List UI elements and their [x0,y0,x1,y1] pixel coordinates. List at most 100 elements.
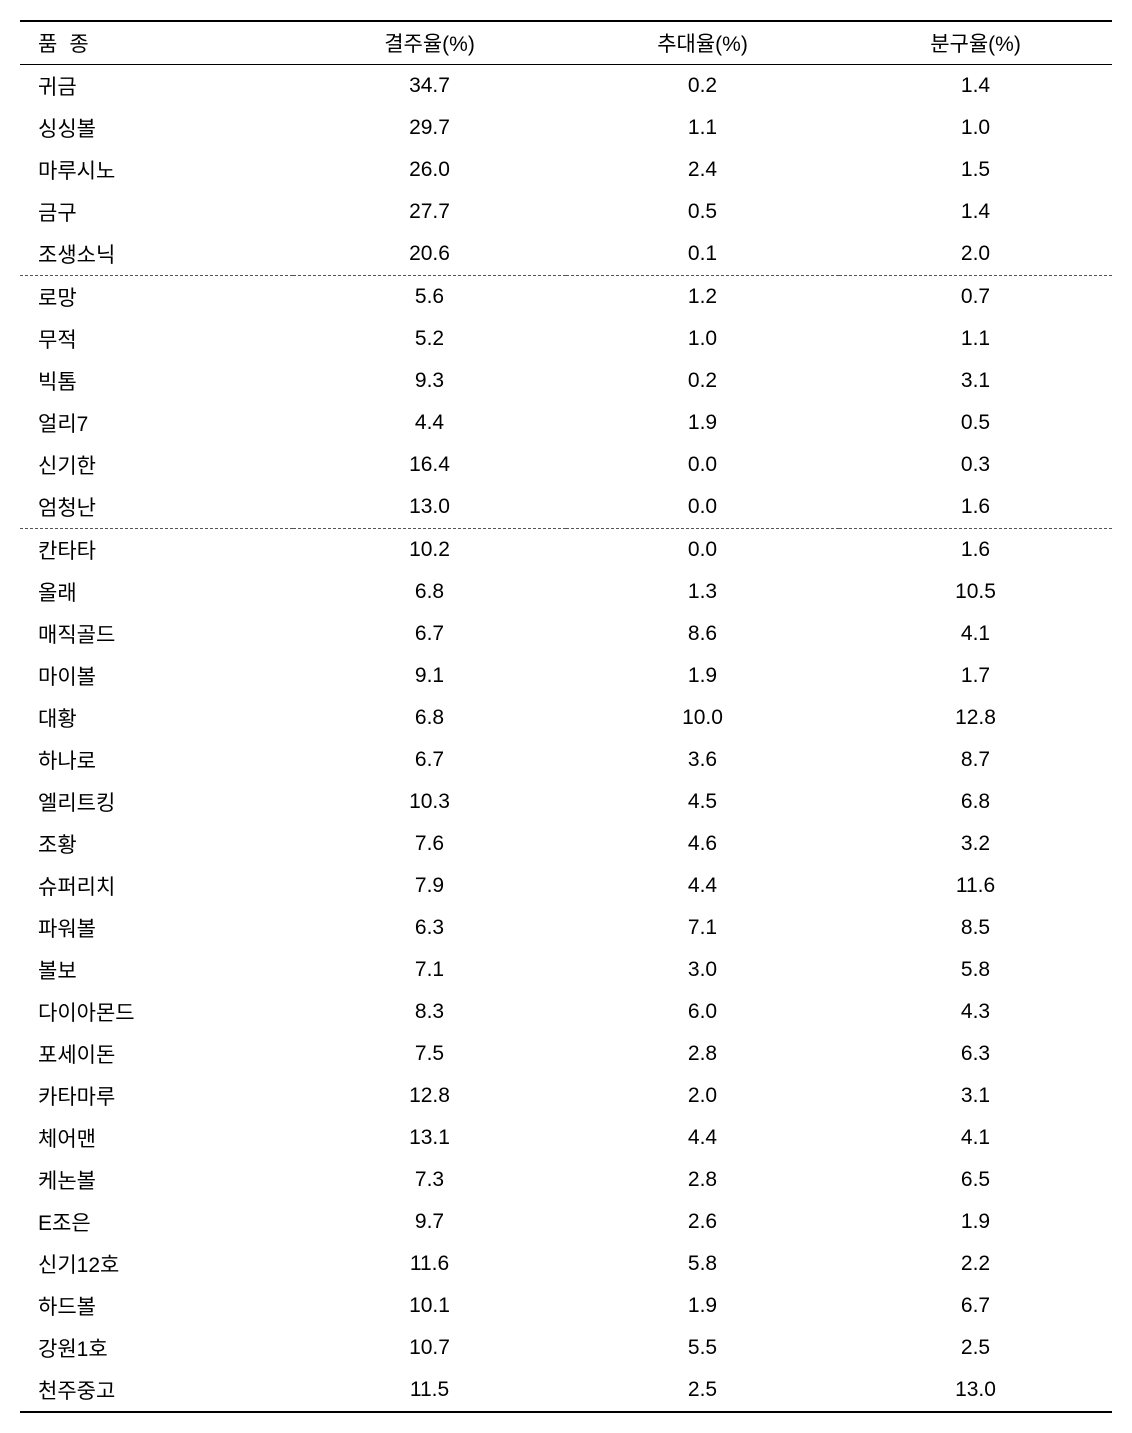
table-row: 하드볼10.11.96.7 [20,1285,1112,1327]
cell-v1: 13.0 [293,486,566,529]
cell-v3: 8.7 [839,739,1112,781]
cell-variety: 얼리7 [20,402,293,444]
cell-v2: 3.6 [566,739,839,781]
table-row: E조은9.72.61.9 [20,1201,1112,1243]
cell-v3: 1.7 [839,655,1112,697]
table-row: 파워볼6.37.18.5 [20,907,1112,949]
cell-v1: 7.9 [293,865,566,907]
cell-v2: 4.6 [566,823,839,865]
cell-v3: 2.2 [839,1243,1112,1285]
cell-v2: 2.8 [566,1033,839,1075]
cell-v2: 0.0 [566,444,839,486]
cell-v1: 26.0 [293,149,566,191]
cell-variety: 싱싱볼 [20,107,293,149]
cell-v2: 2.8 [566,1159,839,1201]
cell-v3: 13.0 [839,1369,1112,1412]
table-row: 대황6.810.012.8 [20,697,1112,739]
cell-variety: 칸타타 [20,529,293,572]
table-header: 품종 결주율(%) 추대율(%) 분구율(%) [20,21,1112,65]
cell-v1: 20.6 [293,233,566,276]
cell-v3: 1.6 [839,529,1112,572]
cell-v2: 1.9 [566,402,839,444]
cell-v1: 5.6 [293,276,566,319]
cell-v3: 6.5 [839,1159,1112,1201]
cell-v1: 6.8 [293,571,566,613]
cell-variety: 엄청난 [20,486,293,529]
table-row: 케논볼7.32.86.5 [20,1159,1112,1201]
cell-v1: 6.3 [293,907,566,949]
cell-variety: 신기12호 [20,1243,293,1285]
cell-variety: 체어맨 [20,1117,293,1159]
table-row: 다이아몬드8.36.04.3 [20,991,1112,1033]
table-row: 마루시노26.02.41.5 [20,149,1112,191]
cell-v1: 12.8 [293,1075,566,1117]
cell-v1: 34.7 [293,65,566,108]
cell-v2: 2.4 [566,149,839,191]
cell-v3: 6.8 [839,781,1112,823]
cell-v1: 8.3 [293,991,566,1033]
cell-v1: 9.3 [293,360,566,402]
cell-v2: 0.0 [566,529,839,572]
cell-v1: 16.4 [293,444,566,486]
cell-variety: 금구 [20,191,293,233]
cell-variety: 강원1호 [20,1327,293,1369]
cell-variety: 포세이돈 [20,1033,293,1075]
cell-v3: 1.4 [839,65,1112,108]
table-row: 로망5.61.20.7 [20,276,1112,319]
cell-variety: 신기한 [20,444,293,486]
cell-variety: E조은 [20,1201,293,1243]
cell-variety: 매직골드 [20,613,293,655]
cell-v1: 10.1 [293,1285,566,1327]
cell-v2: 3.0 [566,949,839,991]
cell-v2: 2.0 [566,1075,839,1117]
cell-v3: 1.5 [839,149,1112,191]
cell-v1: 6.7 [293,613,566,655]
data-table: 품종 결주율(%) 추대율(%) 분구율(%) 귀금34.70.21.4싱싱볼2… [20,20,1112,1413]
cell-v2: 1.3 [566,571,839,613]
table-row: 하나로6.73.68.7 [20,739,1112,781]
cell-v3: 0.7 [839,276,1112,319]
cell-v1: 9.7 [293,1201,566,1243]
table-row: 체어맨13.14.44.1 [20,1117,1112,1159]
table-row: 매직골드6.78.64.1 [20,613,1112,655]
cell-v1: 27.7 [293,191,566,233]
cell-v3: 1.1 [839,318,1112,360]
cell-variety: 로망 [20,276,293,319]
cell-v1: 29.7 [293,107,566,149]
cell-v2: 0.2 [566,360,839,402]
cell-v2: 0.5 [566,191,839,233]
cell-v1: 6.7 [293,739,566,781]
cell-v1: 10.7 [293,1327,566,1369]
cell-v1: 5.2 [293,318,566,360]
cell-v2: 1.9 [566,655,839,697]
cell-v1: 7.1 [293,949,566,991]
cell-variety: 천주중고 [20,1369,293,1412]
cell-v1: 11.5 [293,1369,566,1412]
cell-v3: 1.0 [839,107,1112,149]
cell-variety: 올래 [20,571,293,613]
cell-variety: 무적 [20,318,293,360]
cell-variety: 대황 [20,697,293,739]
cell-v2: 5.8 [566,1243,839,1285]
cell-v2: 2.6 [566,1201,839,1243]
header-v2: 추대율(%) [566,21,839,65]
table-row: 포세이돈7.52.86.3 [20,1033,1112,1075]
table-row: 슈퍼리치7.94.411.6 [20,865,1112,907]
cell-v2: 1.9 [566,1285,839,1327]
table-row: 칸타타10.20.01.6 [20,529,1112,572]
cell-v3: 1.6 [839,486,1112,529]
cell-variety: 카타마루 [20,1075,293,1117]
cell-v1: 9.1 [293,655,566,697]
cell-variety: 빅톰 [20,360,293,402]
cell-v3: 1.9 [839,1201,1112,1243]
header-v1: 결주율(%) [293,21,566,65]
cell-v3: 0.5 [839,402,1112,444]
cell-variety: 마이볼 [20,655,293,697]
cell-v3: 10.5 [839,571,1112,613]
table-row: 무적5.21.01.1 [20,318,1112,360]
cell-v1: 7.6 [293,823,566,865]
table-row: 조황7.64.63.2 [20,823,1112,865]
cell-variety: 조생소닉 [20,233,293,276]
table-body: 귀금34.70.21.4싱싱볼29.71.11.0마루시노26.02.41.5금… [20,65,1112,1413]
cell-v3: 1.4 [839,191,1112,233]
